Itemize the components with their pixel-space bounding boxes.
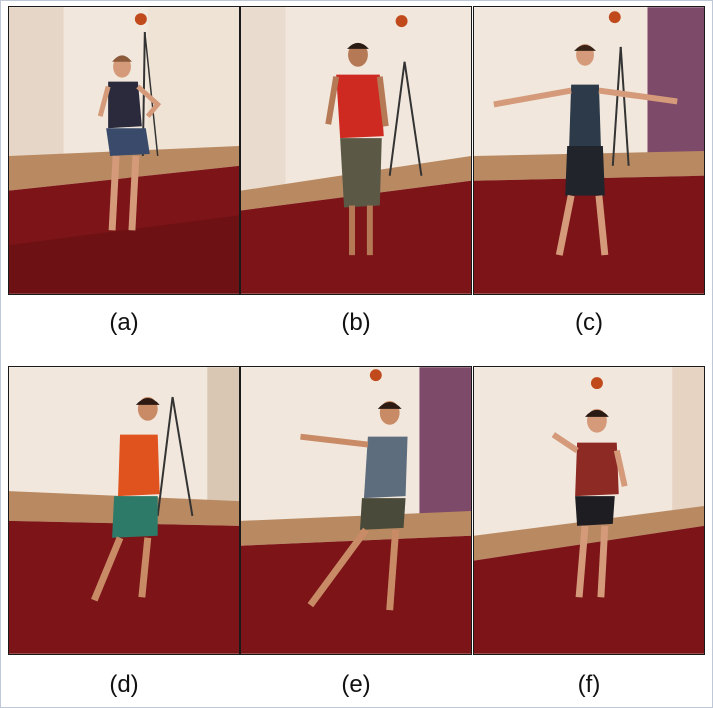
photo-panel-e: [240, 366, 472, 655]
dancer-photo-f: [474, 367, 704, 654]
photo-panel-b: [240, 6, 472, 295]
dancer-photo-e: [241, 367, 471, 654]
caption-e: (e): [341, 671, 371, 698]
caption-b: (b): [341, 309, 371, 336]
photo-panel-f: [473, 366, 705, 655]
dancer-photo-c: [474, 7, 704, 294]
caption-c: (c): [575, 309, 603, 336]
caption-d: (d): [109, 671, 139, 698]
photo-panel-c: [473, 6, 705, 295]
dancer-photo-d: [9, 367, 239, 654]
dancer-photo-a: [9, 7, 239, 294]
photo-panel-a: [8, 6, 240, 295]
caption-f: (f): [577, 671, 601, 698]
dancer-photo-b: [241, 7, 471, 294]
photo-panel-d: [8, 366, 240, 655]
caption-a: (a): [109, 309, 139, 336]
